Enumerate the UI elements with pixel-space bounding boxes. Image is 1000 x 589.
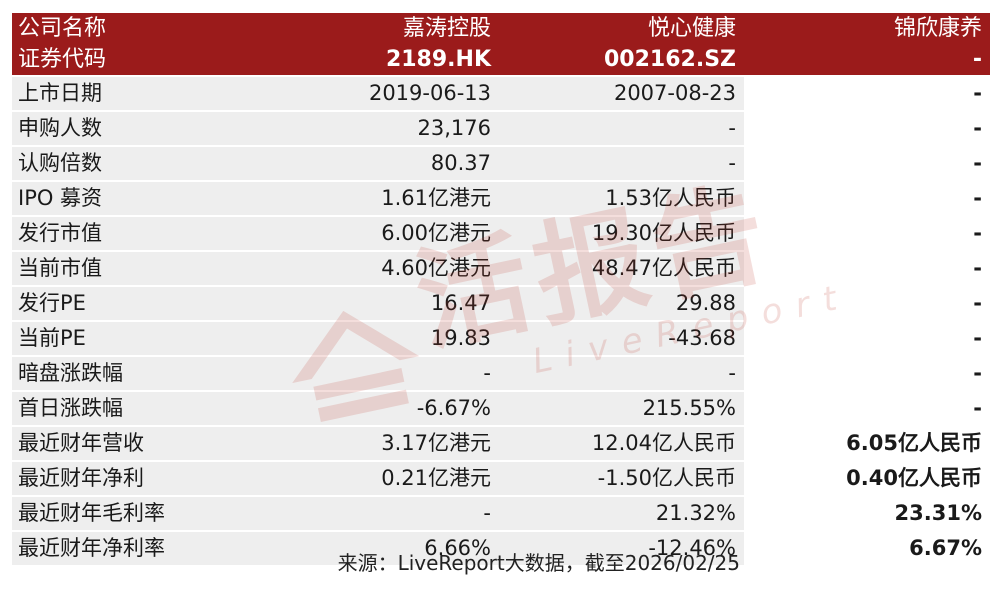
- cell-company-3: -: [744, 355, 990, 391]
- row-label: 暗盘涨跌幅: [12, 355, 254, 391]
- cell-company-1: 23,176: [254, 110, 499, 146]
- cell-company-3: -: [744, 180, 990, 216]
- cell-company-3: -: [744, 390, 990, 426]
- cell-company-1: 6.66%: [254, 530, 499, 565]
- cell-company-3: -: [744, 285, 990, 321]
- cell-company-2: -: [499, 145, 744, 181]
- cell-company-2: 2007-08-23: [499, 75, 744, 111]
- cell-company-3: -: [744, 75, 990, 111]
- table-row: 申购人数 23,176- -: [12, 110, 990, 146]
- header-code-3: -: [744, 44, 990, 76]
- row-label: 上市日期: [12, 75, 254, 111]
- table-row: 最近财年营收 3.17亿港元 12.04亿人民币 6.05亿人民币: [12, 425, 990, 461]
- row-label: 最近财年毛利率: [12, 495, 254, 531]
- cell-company-2: 12.04亿人民币: [499, 425, 744, 461]
- cell-company-3: -: [744, 110, 990, 146]
- row-label: 最近财年营收: [12, 425, 254, 461]
- cell-company-3: 0.40亿人民币: [744, 460, 990, 496]
- cell-company-2: 1.53亿人民币: [499, 180, 744, 216]
- cell-company-2: -12.46%: [499, 530, 744, 565]
- row-label: 首日涨跌幅: [12, 390, 254, 426]
- table-row: 最近财年净利 0.21亿港元 -1.50亿人民币 0.40亿人民币: [12, 460, 990, 496]
- cell-company-2: 48.47亿人民币: [499, 250, 744, 286]
- row-label: 当前市值: [12, 250, 254, 286]
- cell-company-2: -: [499, 110, 744, 146]
- cell-company-3: 6.05亿人民币: [744, 425, 990, 461]
- cell-company-1: 2019-06-13: [254, 75, 499, 111]
- table-row: 认购倍数 80.37- -: [12, 145, 990, 181]
- cell-company-2: 215.55%: [499, 390, 744, 426]
- table-row: 首日涨跌幅 -6.67% 215.55% -: [12, 390, 990, 426]
- table-row: 暗盘涨跌幅 - - -: [12, 355, 990, 391]
- source-note: 来源：LiveReport大数据，截至2026/02/25: [337, 551, 740, 575]
- header-company-1: 嘉涛控股: [254, 13, 499, 44]
- table-row: 当前市值 4.60亿港元 48.47亿人民币 -: [12, 250, 990, 286]
- cell-company-2: -43.68: [499, 320, 744, 356]
- row-label: 最近财年净利率: [12, 530, 254, 565]
- header-company-3: 锦欣康养: [744, 13, 990, 44]
- row-label: 最近财年净利: [12, 460, 254, 496]
- table-row: 最近财年净利率 6.66% -12.46% 6.67%: [12, 530, 990, 565]
- cell-company-1: -6.67%: [254, 390, 499, 426]
- cell-company-2: 29.88: [499, 285, 744, 321]
- table-row: 最近财年毛利率 -21.32% 23.31%: [12, 495, 990, 531]
- comparison-table: 公司名称 嘉涛控股 悦心健康 锦欣康养 证券代码 2189.HK 002162.…: [12, 13, 990, 565]
- header-company-2: 悦心健康: [499, 13, 744, 44]
- cell-company-1: -: [254, 495, 499, 531]
- row-label: 发行市值: [12, 215, 254, 251]
- row-label: 认购倍数: [12, 145, 254, 181]
- cell-company-1: 3.17亿港元: [254, 425, 499, 461]
- row-label: 申购人数: [12, 110, 254, 146]
- header-code-2: 002162.SZ: [499, 44, 744, 76]
- table-row: 当前PE 19.83 -43.68-: [12, 320, 990, 356]
- cell-company-3: -: [744, 145, 990, 181]
- cell-company-3: -: [744, 250, 990, 286]
- cell-company-3: 6.67%: [744, 530, 990, 565]
- cell-company-2: -1.50亿人民币: [499, 460, 744, 496]
- cell-company-1: 0.21亿港元: [254, 460, 499, 496]
- cell-company-3: 23.31%: [744, 495, 990, 531]
- row-label: 当前PE: [12, 320, 254, 356]
- table-row: 上市日期 2019-06-13 2007-08-23-: [12, 75, 990, 111]
- header-label-code: 证券代码: [12, 44, 254, 76]
- table-row: 发行PE 16.47 29.88-: [12, 285, 990, 321]
- cell-company-2: 19.30亿人民币: [499, 215, 744, 251]
- header-row-company: 公司名称 嘉涛控股 悦心健康 锦欣康养: [12, 13, 990, 44]
- header-label-company: 公司名称: [12, 13, 254, 44]
- header-row-code: 证券代码 2189.HK 002162.SZ -: [12, 44, 990, 76]
- cell-company-1: 6.00亿港元: [254, 215, 499, 251]
- cell-company-3: -: [744, 215, 990, 251]
- table-row: 发行市值 6.00亿港元 19.30亿人民币 -: [12, 215, 990, 251]
- row-label: IPO 募资: [12, 180, 254, 216]
- cell-company-1: 80.37: [254, 145, 499, 181]
- cell-company-1: 16.47: [254, 285, 499, 321]
- table-row: IPO 募资 1.61亿港元 1.53亿人民币 -: [12, 180, 990, 216]
- cell-company-1: 1.61亿港元: [254, 180, 499, 216]
- cell-company-3: -: [744, 320, 990, 356]
- cell-company-1: -: [254, 355, 499, 391]
- cell-company-1: 4.60亿港元: [254, 250, 499, 286]
- header-code-1: 2189.HK: [254, 44, 499, 76]
- cell-company-2: -: [499, 355, 744, 391]
- cell-company-1: 19.83: [254, 320, 499, 356]
- cell-company-2: 21.32%: [499, 495, 744, 531]
- row-label: 发行PE: [12, 285, 254, 321]
